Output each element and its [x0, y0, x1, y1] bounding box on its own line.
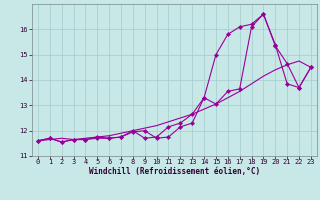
X-axis label: Windchill (Refroidissement éolien,°C): Windchill (Refroidissement éolien,°C) [89, 167, 260, 176]
